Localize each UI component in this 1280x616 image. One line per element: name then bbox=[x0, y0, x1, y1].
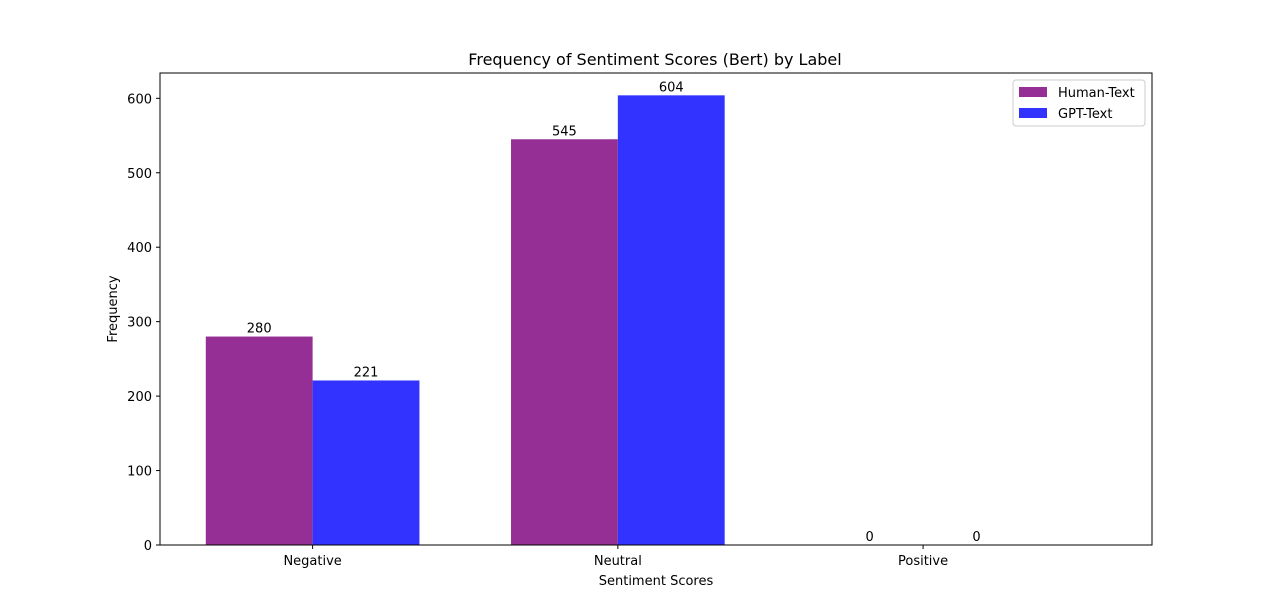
y-tick-label: 500 bbox=[127, 167, 152, 182]
bar-gpt-text-neutral bbox=[617, 95, 725, 545]
y-tick-label: 300 bbox=[127, 316, 152, 331]
y-tick-label: 200 bbox=[127, 390, 152, 405]
x-tick-label-negative: Negative bbox=[283, 554, 341, 569]
y-axis: 0 100 200 300 400 500 600 bbox=[127, 92, 160, 554]
y-axis-title: Frequency bbox=[106, 275, 121, 342]
legend-label-human-text: Human-Text bbox=[1058, 86, 1135, 101]
y-tick-label: 100 bbox=[127, 465, 152, 480]
chart-title: Frequency of Sentiment Scores (Bert) by … bbox=[468, 50, 841, 69]
bar-value-label-human-text-neutral: 545 bbox=[552, 124, 577, 139]
bar-value-label-human-text-positive: 0 bbox=[866, 530, 874, 545]
bar-value-labels: 280 545 0 221 604 0 bbox=[247, 80, 981, 545]
bar-human-text-negative bbox=[205, 336, 313, 545]
bar-human-text-neutral bbox=[511, 139, 618, 546]
bar-value-label-gpt-text-negative: 221 bbox=[354, 365, 379, 380]
x-tick-label-positive: Positive bbox=[898, 554, 948, 569]
bar-gpt-text-negative bbox=[312, 380, 420, 545]
legend-swatch-gpt-text bbox=[1019, 108, 1047, 118]
y-tick-label: 600 bbox=[127, 92, 152, 107]
plot-frame bbox=[159, 72, 1153, 546]
x-axis-title: Sentiment Scores bbox=[599, 574, 714, 589]
y-tick-label: 400 bbox=[127, 241, 152, 256]
x-tick-label-neutral: Neutral bbox=[594, 554, 642, 569]
legend: Human-Text GPT-Text bbox=[1012, 79, 1146, 127]
legend-swatch-human-text bbox=[1019, 87, 1047, 97]
y-tick-label: 0 bbox=[144, 539, 152, 554]
legend-label-gpt-text: GPT-Text bbox=[1058, 107, 1112, 122]
x-axis: Negative Neutral Positive bbox=[283, 545, 948, 569]
bars-layer bbox=[205, 95, 725, 546]
bar-value-label-human-text-negative: 280 bbox=[247, 322, 272, 337]
bar-value-label-gpt-text-positive: 0 bbox=[972, 530, 980, 545]
bar-value-label-gpt-text-neutral: 604 bbox=[659, 80, 684, 95]
